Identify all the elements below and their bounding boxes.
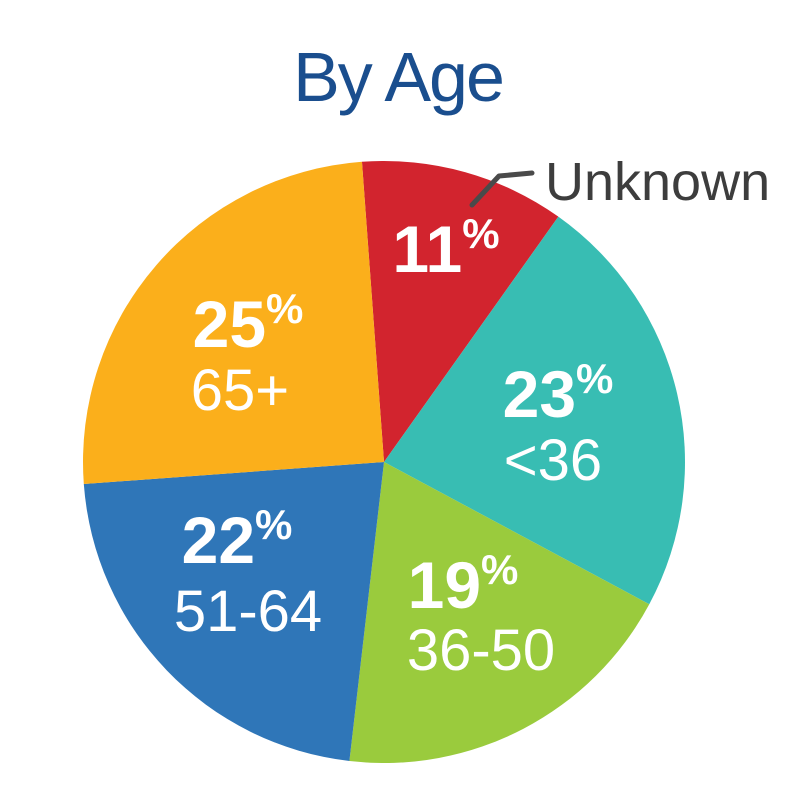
slice-pct-label: 25%: [193, 285, 304, 361]
slice-age-label: 36-50: [407, 618, 555, 683]
pie-slice-unknown: [361, 161, 559, 463]
slice-age-label: <36: [504, 428, 602, 493]
pie-slice-36-50: [349, 462, 650, 764]
slice-pct-label: 11%: [392, 210, 499, 286]
callout-label-unknown: Unknown: [545, 152, 770, 212]
slice-pct-label: 19%: [408, 546, 519, 622]
slice-pct-label: 23%: [503, 355, 614, 431]
chart-title: By Age: [293, 38, 505, 116]
pie-slice-51-64: [83, 462, 384, 762]
slice-age-label: 65+: [191, 358, 289, 423]
slice-age-label: 51-64: [174, 579, 322, 644]
slice-pct-label: 22%: [182, 501, 293, 577]
callout-line: [469, 170, 535, 208]
pie-slice-36: [384, 216, 685, 605]
pie-slice-65: [83, 161, 384, 485]
